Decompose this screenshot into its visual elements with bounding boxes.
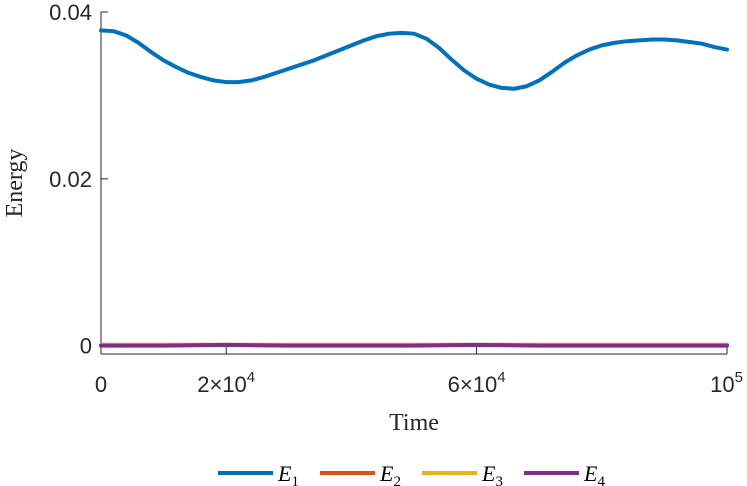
series-line-e1 (99, 28, 729, 91)
legend-label-e2: E2 (379, 461, 401, 486)
legend-label-subscript: 1 (291, 474, 299, 486)
x-tick-label: 2×104 (197, 369, 255, 397)
y-tick-label: 0.02 (49, 167, 92, 192)
legend-label-subscript: 2 (393, 474, 401, 486)
x-tick-label-exponent: 4 (247, 369, 255, 386)
legend-label-subscript: 4 (597, 474, 605, 486)
x-tick-label: 105 (710, 369, 743, 397)
x-tick-label-base: 10 (710, 372, 734, 397)
legend-label-e3: E3 (481, 461, 503, 486)
legend-label-e1: E1 (277, 461, 299, 486)
y-axis-label: Energy (2, 149, 28, 218)
legend-label-name: E (277, 461, 292, 486)
x-tick-label-base: 2×10 (197, 372, 247, 397)
series-line-e4 (99, 342, 729, 348)
x-axis-ticks: 0 2×104 6×104 105 (95, 347, 743, 397)
legend-label-subscript: 3 (495, 474, 503, 486)
legend-label-name: E (481, 461, 496, 486)
x-axis-label: Time (389, 410, 439, 436)
x-tick-label-base: 0 (95, 372, 107, 397)
y-axis-ticks: 0 0.02 0.04 (49, 0, 108, 359)
legend-label-name: E (379, 461, 394, 486)
x-tick-label-base: 6×10 (448, 372, 498, 397)
y-tick-label: 0 (80, 334, 92, 359)
x-tick-label: 0 (95, 372, 107, 397)
x-tick-label: 6×104 (448, 369, 506, 397)
y-tick-label: 0.04 (49, 0, 92, 25)
legend: E1 E2 E3 E4 (218, 461, 605, 486)
x-tick-label-exponent: 5 (735, 369, 743, 386)
x-tick-label-exponent: 4 (497, 369, 505, 386)
plot-area: 00.020.04 0 2×104 6×104 105 (49, 0, 743, 397)
series-lines (99, 28, 729, 348)
legend-label-name: E (583, 461, 598, 486)
legend-label-e4: E4 (583, 461, 605, 486)
